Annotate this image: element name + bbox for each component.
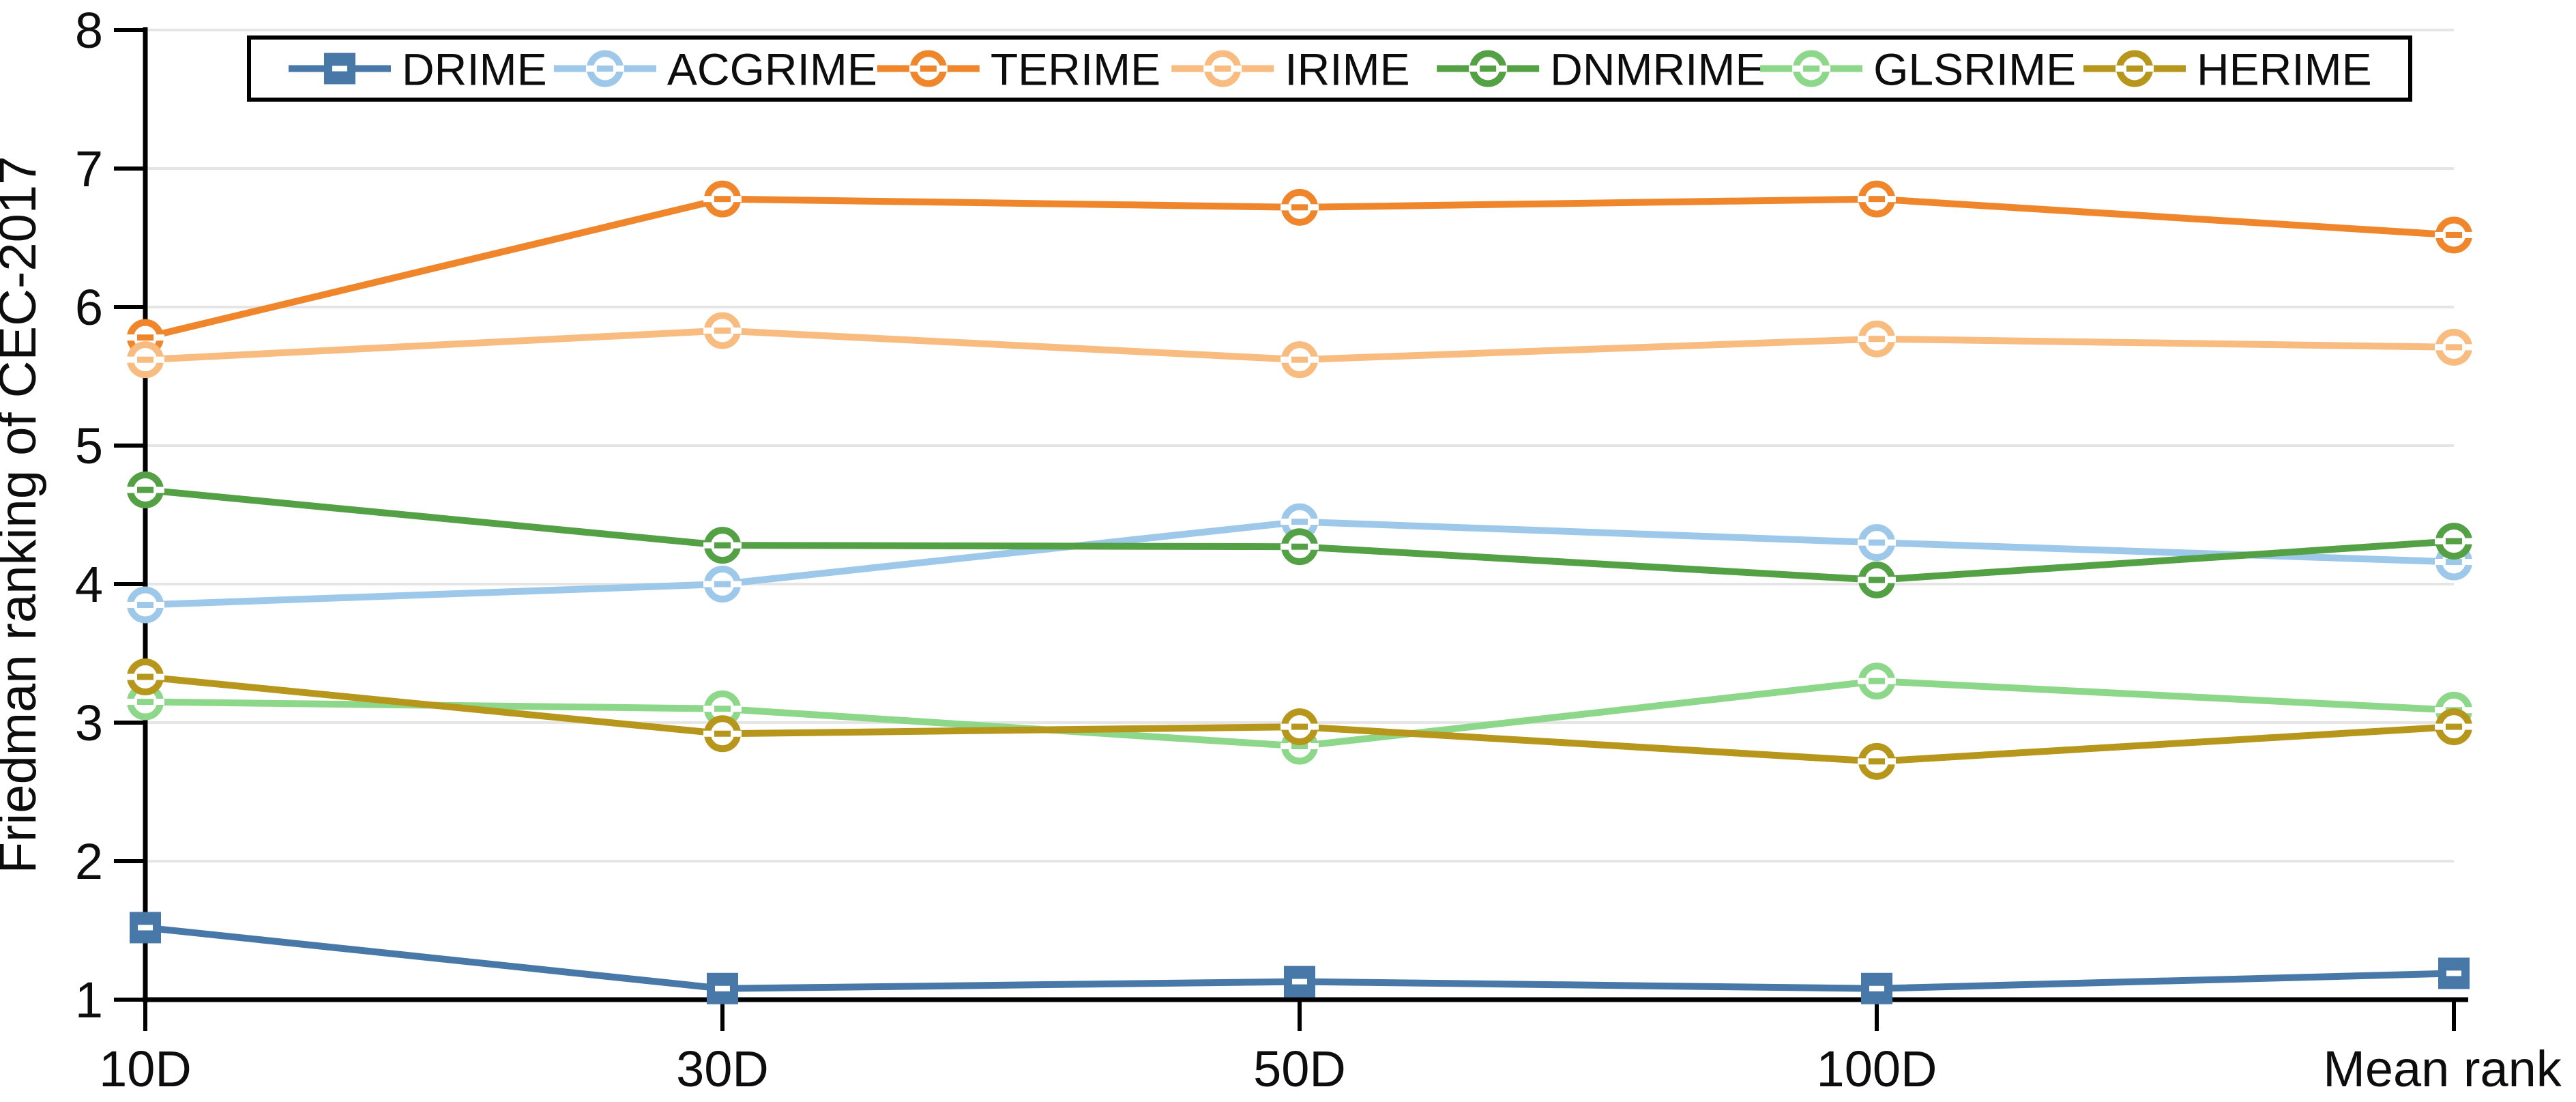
marker-dash-HERIME	[1291, 723, 1308, 730]
x-tick-label-Mean rank: Mean rank	[2323, 1041, 2562, 1097]
legend-label-DNMRIME: DNMRIME	[1550, 44, 1765, 95]
marker-dash-IRIME	[1214, 66, 1231, 72]
marker-dash-GLSRIME	[714, 706, 731, 712]
y-tick-label-2: 2	[75, 833, 103, 890]
marker-dash-IRIME	[137, 356, 153, 363]
marker-slit-DRIME	[2446, 970, 2461, 976]
marker-slit-DRIME	[332, 66, 347, 72]
marker-dash-GLSRIME	[1869, 678, 1885, 684]
marker-dash-ACGRIME	[714, 581, 731, 588]
marker-dash-TERIME	[920, 66, 937, 72]
legend-label-IRIME: IRIME	[1285, 44, 1409, 95]
y-tick-label-8: 8	[75, 2, 103, 59]
y-axis-title: Friedman ranking of CEC-2017	[0, 156, 47, 874]
marker-dash-GLSRIME	[1803, 66, 1820, 72]
marker-dash-TERIME	[137, 334, 153, 341]
marker-dash-DNMRIME	[137, 487, 153, 493]
marker-dash-TERIME	[714, 196, 731, 203]
marker-dash-TERIME	[2446, 231, 2462, 238]
marker-dash-IRIME	[1291, 356, 1308, 363]
marker-slit-DRIME	[1869, 985, 1884, 991]
marker-slit-DRIME	[1292, 978, 1307, 985]
marker-dash-IRIME	[1869, 336, 1885, 343]
x-tick-label-100D: 100D	[1817, 1041, 1937, 1097]
marker-dash-GLSRIME	[1291, 743, 1308, 750]
marker-dash-DNMRIME	[714, 542, 731, 549]
marker-dash-IRIME	[714, 328, 731, 334]
marker-dash-ACGRIME	[1869, 539, 1885, 546]
legend-label-TERIME: TERIME	[991, 44, 1160, 95]
legend-label-GLSRIME: GLSRIME	[1873, 44, 2076, 95]
marker-dash-DNMRIME	[1480, 66, 1497, 72]
x-tick-label-10D: 10D	[99, 1041, 192, 1097]
marker-dash-ACGRIME	[2446, 559, 2462, 566]
marker-dash-ACGRIME	[596, 66, 613, 72]
legend-label-ACGRIME: ACGRIME	[667, 44, 877, 95]
y-tick-label-4: 4	[75, 556, 103, 613]
y-tick-label-5: 5	[75, 418, 103, 474]
legend-label-HERIME: HERIME	[2197, 44, 2372, 95]
y-tick-label-6: 6	[75, 279, 103, 336]
marker-dash-IRIME	[2446, 344, 2462, 351]
marker-slit-DRIME	[715, 985, 730, 991]
marker-dash-DNMRIME	[1869, 577, 1885, 583]
y-tick-label-7: 7	[75, 141, 103, 197]
y-tick-label-3: 3	[75, 695, 103, 751]
marker-dash-GLSRIME	[137, 699, 153, 706]
marker-dash-DNMRIME	[1291, 543, 1308, 550]
legend-label-DRIME: DRIME	[402, 44, 547, 95]
marker-dash-HERIME	[1869, 758, 1885, 765]
x-tick-label-30D: 30D	[676, 1041, 769, 1097]
marker-dash-HERIME	[2446, 723, 2462, 730]
marker-dash-HERIME	[714, 730, 731, 737]
marker-dash-HERIME	[137, 673, 153, 680]
marker-dash-ACGRIME	[1291, 519, 1308, 525]
x-tick-label-50D: 50D	[1253, 1041, 1346, 1097]
y-tick-label-1: 1	[75, 972, 103, 1028]
marker-dash-DNMRIME	[2446, 538, 2462, 545]
marker-dash-TERIME	[1291, 204, 1308, 211]
marker-dash-ACGRIME	[137, 601, 153, 608]
marker-dash-HERIME	[2126, 66, 2143, 72]
marker-dash-TERIME	[1869, 196, 1885, 203]
marker-slit-DRIME	[138, 925, 153, 931]
